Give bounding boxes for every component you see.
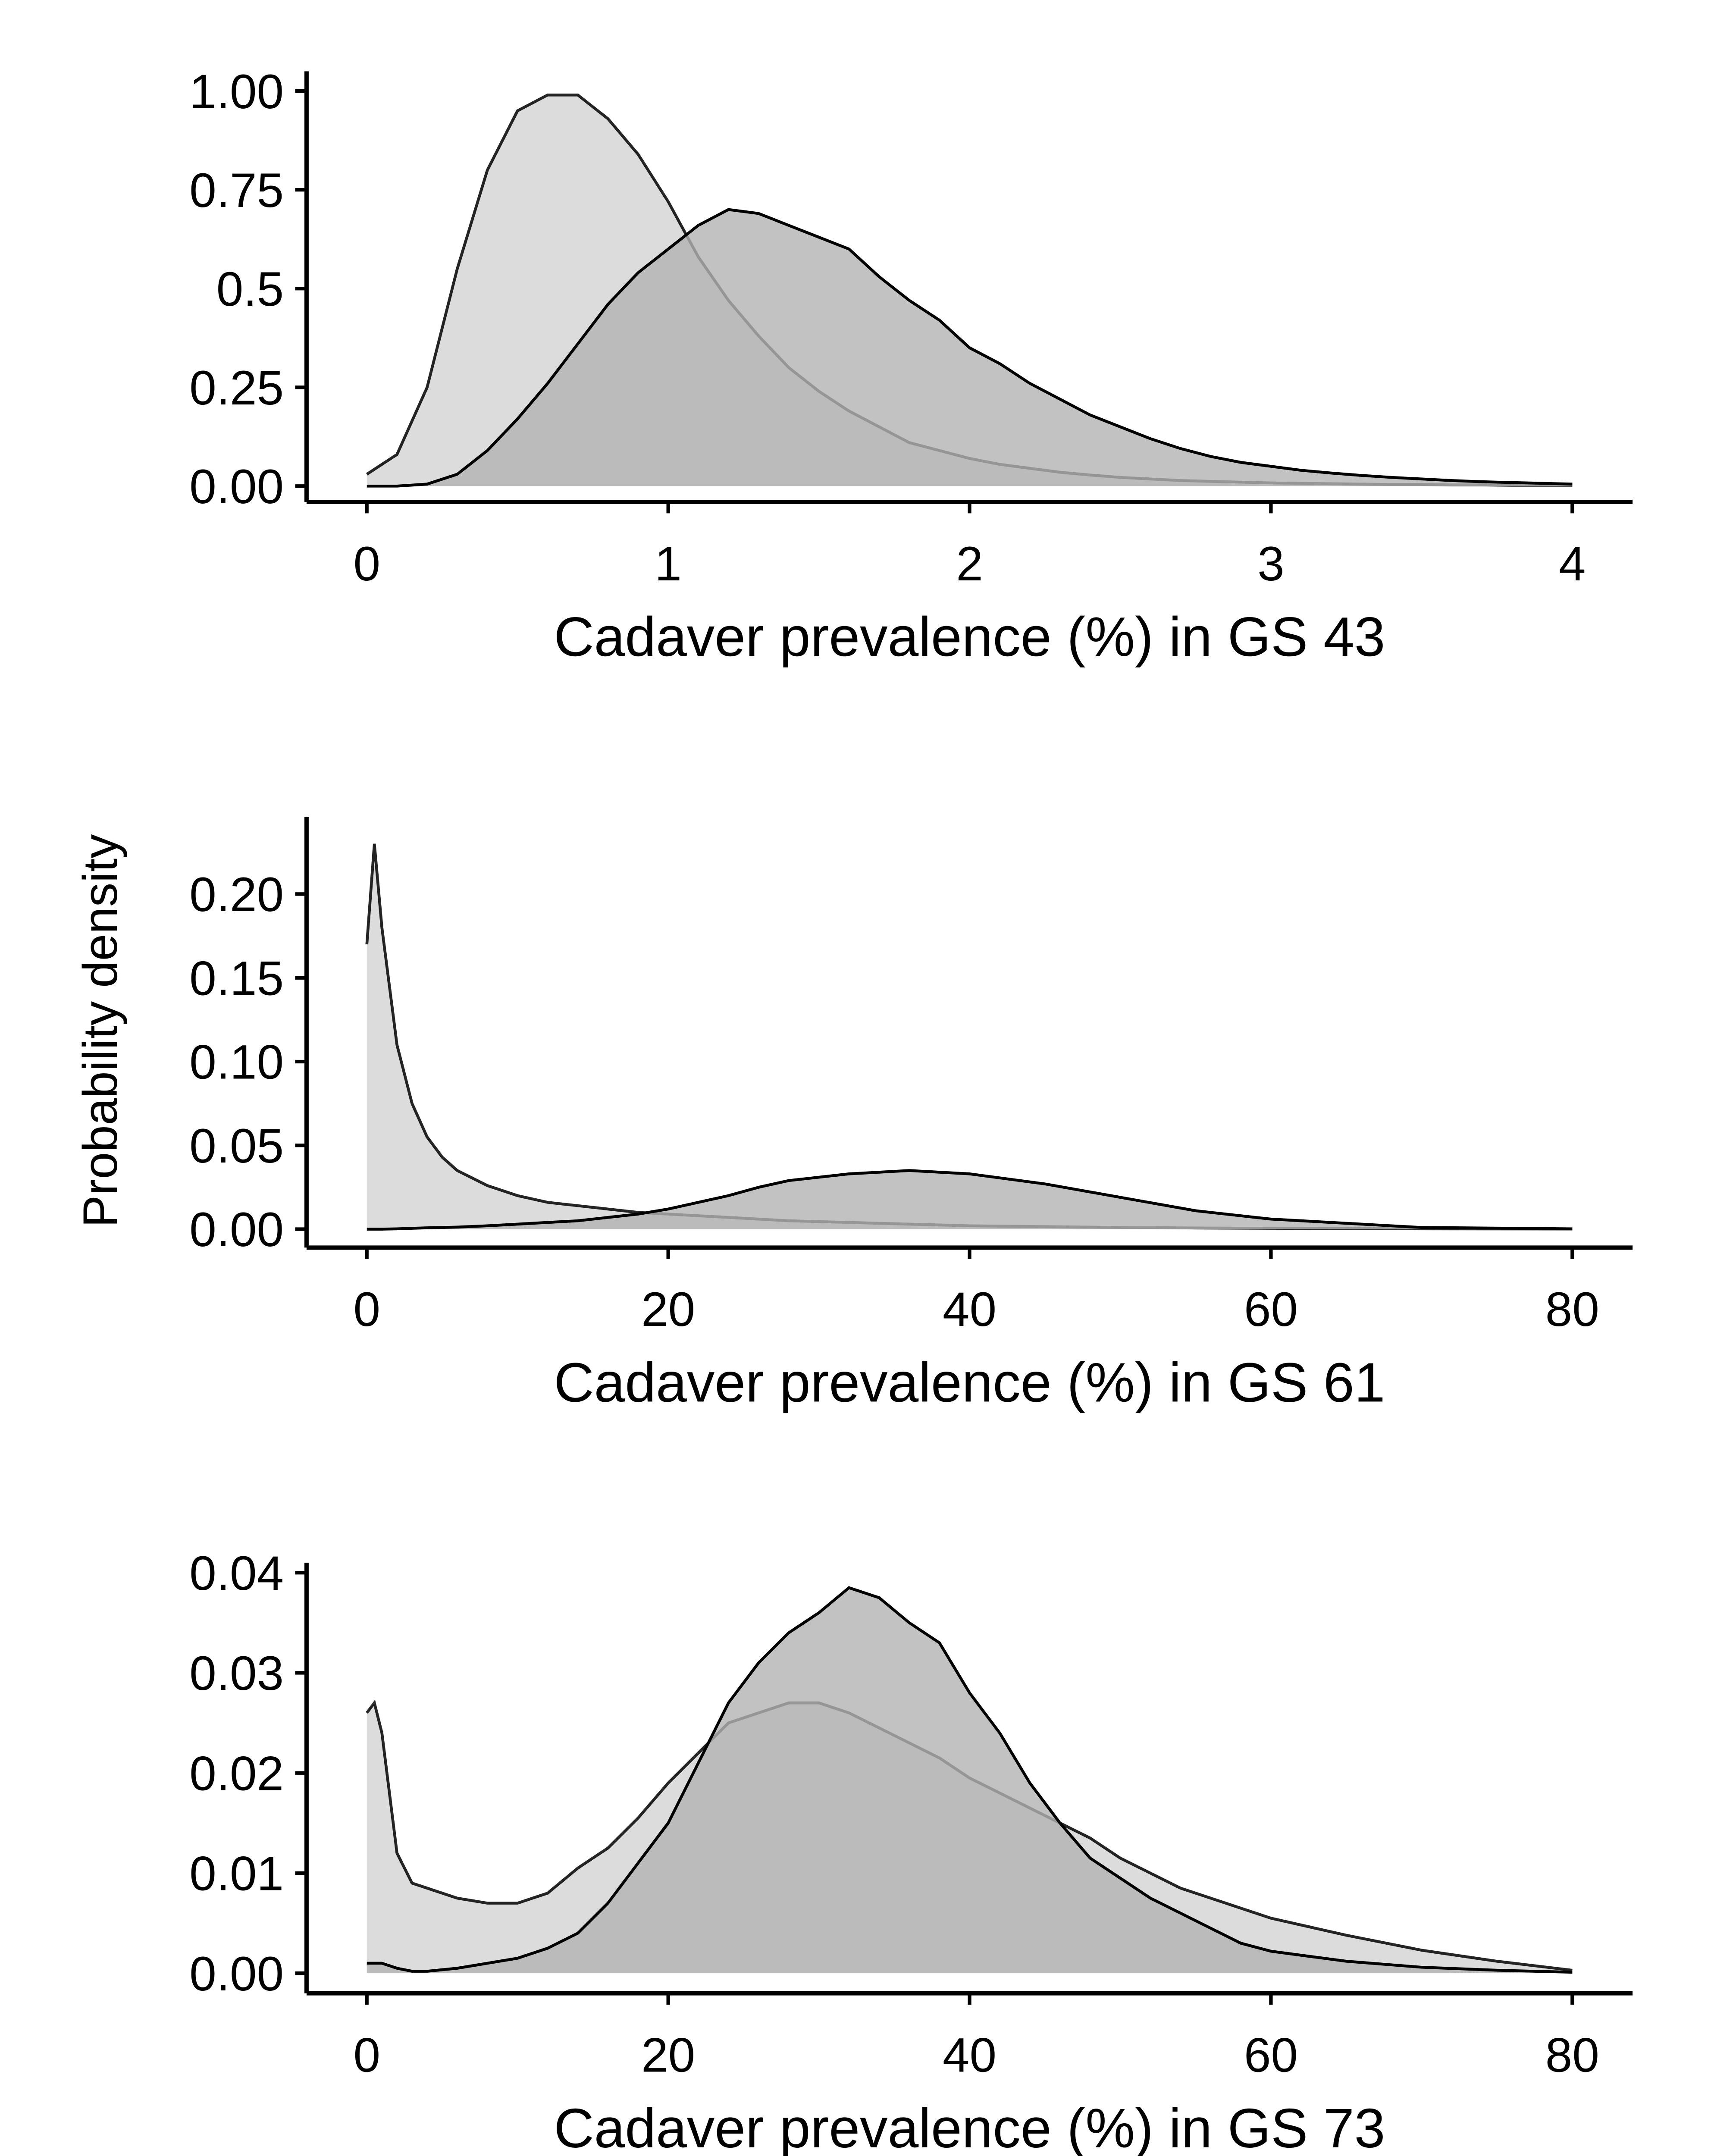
- density-line: [367, 1169, 1573, 1231]
- y-tick-label: 0.02: [189, 1746, 284, 1800]
- y-tick-label: 0.04: [189, 1546, 284, 1600]
- y-tick-label: 0.03: [189, 1646, 284, 1700]
- x-tick-label: 20: [641, 1282, 695, 1336]
- density-line: [367, 208, 1573, 488]
- y-tick-label: 0.15: [189, 951, 284, 1005]
- x-tick-label: 1: [655, 536, 682, 591]
- y-tick-label: 0.00: [189, 1202, 284, 1257]
- density-line: [365, 843, 1573, 1231]
- y-tick-label: 0.00: [189, 1946, 284, 2001]
- x-tick-label: 20: [641, 2028, 695, 2082]
- x-tick-label: 60: [1244, 1282, 1298, 1336]
- x-tick-label: 3: [1257, 536, 1285, 591]
- x-axis-title: Cadaver prevalence (%) in GS 43: [554, 606, 1385, 668]
- y-axis-title: Probability density: [73, 834, 127, 1228]
- y-tick-label: 0.01: [189, 1846, 284, 1901]
- x-axis-title: Cadaver prevalence (%) in GS 73: [554, 2097, 1385, 2156]
- density-area: [367, 843, 1573, 1229]
- density-area: [367, 1170, 1573, 1229]
- y-tick-label: 0.10: [189, 1035, 284, 1089]
- y-tick-label: 1.00: [189, 64, 284, 119]
- y-tick-label: 0.00: [189, 459, 284, 514]
- y-tick-label: 0.25: [189, 360, 284, 415]
- y-tick-label: 0.20: [189, 867, 284, 921]
- density-area: [367, 1588, 1573, 1974]
- x-tick-label: 40: [943, 2028, 997, 2082]
- x-tick-label: 0: [353, 536, 380, 591]
- x-axis-title: Cadaver prevalence (%) in GS 61: [554, 1351, 1385, 1413]
- density-line: [367, 1586, 1573, 1974]
- x-tick-label: 60: [1244, 2028, 1298, 2082]
- x-tick-label: 2: [956, 536, 983, 591]
- x-tick-label: 4: [1559, 536, 1586, 591]
- y-tick-label: 0.05: [189, 1119, 284, 1173]
- x-tick-label: 80: [1545, 2028, 1599, 2082]
- x-tick-label: 0: [353, 2028, 380, 2082]
- x-tick-label: 80: [1545, 1282, 1599, 1336]
- x-tick-label: 40: [943, 1282, 997, 1336]
- x-tick-label: 0: [353, 1282, 380, 1336]
- y-tick-label: 0.75: [189, 163, 284, 217]
- y-tick-label: 0.5: [216, 262, 284, 316]
